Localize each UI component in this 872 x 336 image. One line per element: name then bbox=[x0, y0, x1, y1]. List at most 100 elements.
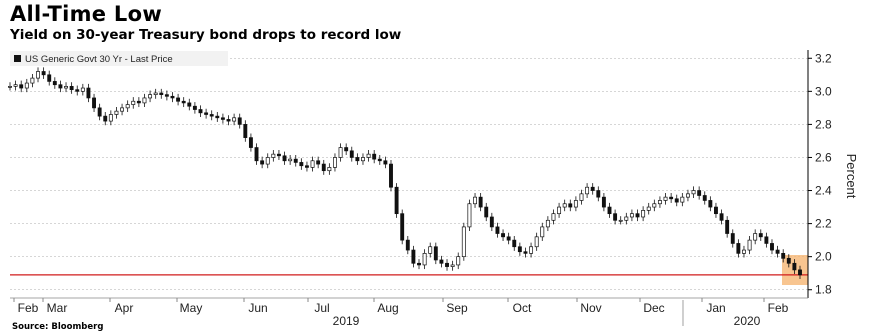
candle-body bbox=[736, 243, 741, 254]
candle-body bbox=[652, 203, 657, 208]
candle-body bbox=[725, 219, 730, 234]
candle-body bbox=[708, 200, 713, 208]
chart-subtitle: Yield on 30-year Treasury bond drops to … bbox=[10, 27, 402, 43]
candle-body bbox=[114, 110, 119, 115]
candle-body bbox=[758, 233, 763, 238]
y-tick-label: 3.2 bbox=[815, 51, 832, 65]
candle-body bbox=[680, 196, 685, 203]
candle-body bbox=[512, 239, 517, 248]
candle-body bbox=[629, 213, 634, 218]
candle-body bbox=[798, 269, 802, 276]
candle-body bbox=[607, 206, 612, 215]
x-tick-label: Mar bbox=[47, 301, 68, 315]
candle-body bbox=[428, 246, 433, 254]
candle-body bbox=[248, 137, 253, 148]
candle-body bbox=[422, 253, 427, 266]
candle-body bbox=[220, 117, 225, 120]
x-tick-label: Jan bbox=[706, 301, 725, 315]
candle-body bbox=[260, 160, 265, 165]
candle-body bbox=[120, 107, 125, 112]
candle-body bbox=[517, 246, 522, 253]
candle-body bbox=[344, 147, 349, 152]
candle-body bbox=[361, 157, 365, 162]
candle-body bbox=[282, 155, 287, 162]
candle-body bbox=[601, 196, 606, 208]
legend-label: US Generic Govt 30 Yr - Last Price bbox=[25, 54, 173, 65]
candle-body bbox=[635, 213, 640, 218]
candle-body bbox=[389, 163, 393, 188]
candle-body bbox=[187, 102, 192, 107]
candle-body bbox=[585, 186, 590, 195]
candle-body bbox=[383, 160, 388, 165]
candle-body bbox=[226, 119, 231, 122]
source-note: Source: Bloomberg bbox=[12, 322, 104, 332]
candle-body bbox=[176, 97, 181, 102]
candle-body bbox=[377, 158, 382, 162]
candle-body bbox=[691, 190, 696, 195]
candle-body bbox=[506, 236, 511, 241]
candle-body bbox=[473, 196, 477, 205]
candle-body bbox=[411, 249, 416, 264]
x-tick-label: May bbox=[180, 301, 203, 315]
y-tick-label: 2.8 bbox=[815, 117, 832, 131]
candle-body bbox=[461, 226, 466, 258]
candle-body bbox=[523, 251, 528, 254]
candle-body bbox=[327, 167, 332, 172]
x-tick-label: Jul bbox=[314, 301, 329, 315]
candle-body bbox=[181, 100, 186, 104]
candle-body bbox=[80, 87, 85, 92]
candle-body bbox=[148, 94, 153, 99]
candle-body bbox=[271, 153, 276, 158]
candle-body bbox=[618, 219, 623, 222]
candle-body bbox=[36, 71, 40, 79]
candle-body bbox=[209, 114, 214, 117]
y-tick-label: 2.0 bbox=[815, 250, 832, 264]
candle-body bbox=[501, 233, 505, 238]
candle-body bbox=[495, 226, 500, 234]
candle-body bbox=[41, 71, 46, 76]
candle-body bbox=[265, 157, 270, 165]
candle-body bbox=[299, 162, 304, 167]
candle-body bbox=[775, 249, 780, 254]
x-tick-label: Sep bbox=[446, 301, 468, 315]
candle-body bbox=[305, 165, 309, 168]
candle-body bbox=[349, 150, 354, 158]
candle-body bbox=[321, 163, 326, 172]
candle-body bbox=[276, 153, 281, 157]
candle-body bbox=[293, 158, 298, 163]
x-tick-label: Feb bbox=[18, 301, 39, 315]
candle-body bbox=[19, 84, 24, 89]
y-tick-label: 1.8 bbox=[815, 283, 832, 297]
y-axis-label: Percent bbox=[844, 154, 859, 199]
x-axis-ticks: Feb Mar Apr May Jun Jul Aug Sep Oct Nov Dec Jan Feb bbox=[13, 298, 789, 315]
candle-body bbox=[198, 109, 203, 114]
candle-body bbox=[545, 219, 550, 228]
candle-body bbox=[288, 158, 293, 162]
candle-body bbox=[64, 86, 68, 89]
candle-body bbox=[489, 216, 494, 228]
y-axis-ticks: 3.2 3.0 2.8 2.6 2.4 2.2 2.0 1.8 bbox=[808, 51, 832, 297]
candle-body bbox=[624, 216, 629, 221]
candle-body bbox=[540, 226, 545, 238]
candle-body bbox=[730, 233, 735, 244]
candle-body bbox=[714, 206, 718, 215]
x-tick-label: Apr bbox=[115, 301, 134, 315]
candle-body bbox=[355, 157, 360, 162]
candle-body bbox=[75, 89, 80, 92]
candle-body bbox=[742, 249, 746, 254]
candle-body bbox=[417, 262, 421, 266]
candle-body bbox=[770, 243, 774, 251]
candle-body bbox=[439, 259, 444, 264]
candle-body bbox=[456, 256, 461, 266]
candle-body bbox=[568, 203, 573, 208]
candle-body bbox=[58, 84, 63, 89]
candle-body bbox=[433, 246, 438, 261]
candle-body bbox=[529, 246, 534, 254]
candle-body bbox=[103, 115, 108, 122]
y-tick-label: 2.4 bbox=[815, 184, 832, 198]
candle-body bbox=[702, 195, 707, 201]
candle-body bbox=[372, 153, 377, 160]
candle-body bbox=[204, 112, 209, 115]
